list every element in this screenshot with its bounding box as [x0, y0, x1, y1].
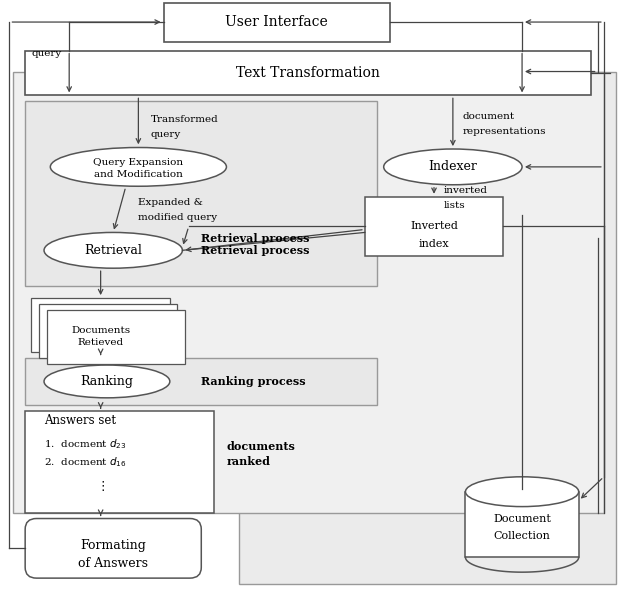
Text: Retrieval process: Retrieval process [201, 245, 309, 256]
Text: document: document [462, 111, 515, 121]
FancyBboxPatch shape [465, 492, 579, 557]
FancyBboxPatch shape [25, 101, 377, 286]
Text: Retrieval: Retrieval [84, 244, 142, 257]
Text: Documents: Documents [71, 326, 130, 336]
Text: Ranking process: Ranking process [201, 376, 306, 387]
Text: 1.  docment $d_{23}$: 1. docment $d_{23}$ [44, 437, 126, 451]
Ellipse shape [44, 365, 170, 398]
Text: lists: lists [443, 201, 465, 210]
FancyBboxPatch shape [47, 310, 185, 364]
FancyBboxPatch shape [25, 519, 201, 578]
Text: Ranking: Ranking [81, 375, 133, 388]
Text: and Modification: and Modification [94, 169, 183, 179]
FancyBboxPatch shape [239, 72, 616, 584]
Ellipse shape [465, 477, 579, 507]
Text: $\vdots$: $\vdots$ [96, 479, 105, 493]
Text: query: query [151, 129, 181, 139]
Text: Retrieval process: Retrieval process [201, 233, 309, 244]
Text: Transformed: Transformed [151, 114, 219, 124]
Text: 2.  docment $d_{16}$: 2. docment $d_{16}$ [44, 455, 126, 469]
FancyBboxPatch shape [25, 358, 377, 405]
Text: of Answers: of Answers [78, 557, 148, 570]
Text: Formating: Formating [81, 539, 146, 552]
Text: documents: documents [226, 442, 295, 452]
Text: query: query [31, 49, 62, 58]
Text: inverted: inverted [443, 186, 487, 195]
Ellipse shape [44, 232, 182, 268]
FancyBboxPatch shape [164, 3, 390, 42]
Text: User Interface: User Interface [225, 15, 328, 29]
Text: Query Expansion: Query Expansion [93, 157, 184, 167]
FancyBboxPatch shape [39, 304, 177, 358]
Text: representations: representations [462, 126, 546, 136]
Text: Inverted: Inverted [410, 222, 458, 231]
Text: modified query: modified query [138, 213, 218, 222]
FancyBboxPatch shape [13, 72, 604, 513]
FancyBboxPatch shape [31, 298, 170, 352]
Text: Indexer: Indexer [428, 160, 477, 173]
Text: ranked: ranked [226, 457, 270, 467]
Text: Answers set: Answers set [44, 414, 116, 427]
FancyBboxPatch shape [365, 197, 503, 256]
Text: Document: Document [493, 514, 551, 523]
Text: Collection: Collection [494, 532, 550, 541]
Text: Expanded &: Expanded & [138, 198, 203, 207]
Text: Retieved: Retieved [77, 338, 124, 347]
Ellipse shape [384, 149, 522, 185]
Text: Text Transformation: Text Transformation [237, 66, 380, 80]
Ellipse shape [50, 148, 226, 186]
FancyBboxPatch shape [25, 411, 214, 513]
Text: index: index [419, 240, 449, 249]
FancyBboxPatch shape [25, 51, 591, 95]
